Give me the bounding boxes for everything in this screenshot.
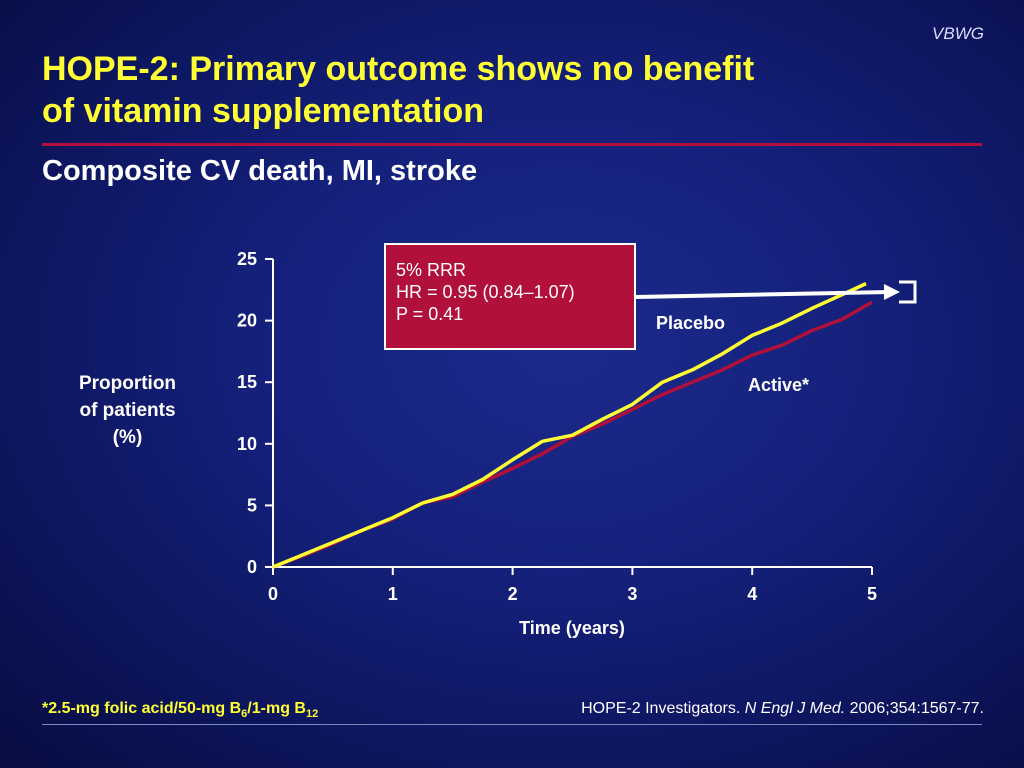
x-tick-label: 1 (388, 584, 398, 604)
x-tick-label: 0 (268, 584, 278, 604)
x-axis-label: Time (years) (519, 618, 625, 638)
footnote-part-b: /1-mg B (247, 700, 306, 717)
y-tick-label: 5 (247, 495, 257, 515)
y-tick-label: 25 (237, 249, 257, 269)
callout-arrow-line (635, 290, 891, 299)
series-line-placebo (272, 282, 867, 569)
x-tick-label: 3 (627, 584, 637, 604)
citation-details: 2006;354:1567-77. (845, 700, 984, 717)
footer-divider (42, 724, 982, 725)
callout-arrowhead (884, 284, 900, 300)
brand-label: VBWG (932, 24, 984, 43)
title-line-1: HOPE-2: Primary outcome shows no benefit (42, 50, 755, 88)
footnote: *2.5-mg folic acid/50-mg B6/1-mg B12 (42, 700, 318, 720)
citation: HOPE-2 Investigators. N Engl J Med. 2006… (581, 700, 984, 718)
citation-authors: HOPE-2 Investigators. (581, 700, 745, 717)
slide-subtitle: Composite CV death, MI, stroke (42, 155, 478, 187)
chart-annotations: Placebo Active* Time (years) (519, 280, 917, 638)
callout-bracket (899, 280, 917, 304)
rrr-text: 5% RRR (396, 260, 467, 280)
series-label-active: Active* (748, 375, 809, 395)
y-tick-label: 15 (237, 372, 257, 392)
x-tick-label: 2 (508, 584, 518, 604)
chart-lines (272, 282, 873, 569)
chart-axes: 0 5 10 15 20 25 0 1 2 3 4 5 (237, 249, 877, 604)
y-axis-label-line-2: of patients (79, 400, 176, 421)
stats-callout-box: 5% RRR HR = 0.95 (0.84–1.07) P = 0.41 (384, 243, 636, 350)
footnote-subscript-12: 12 (305, 708, 319, 721)
y-axis-label-line-3: (%) (112, 427, 143, 448)
p-value-text: P = 0.41 (396, 304, 464, 324)
footnote-subscript-6: 6 (241, 708, 248, 721)
y-axis-label-line-1: Proportion (78, 373, 177, 394)
footnote-part-a: *2.5-mg folic acid/50-mg B (42, 700, 242, 717)
y-axis-label: Proportion of patients (%) (60, 370, 195, 451)
title-line-2: of vitamin supplementation (42, 92, 485, 130)
x-tick-label: 5 (867, 584, 877, 604)
x-tick-label: 4 (747, 584, 757, 604)
y-tick-label: 0 (247, 557, 257, 577)
hr-text: HR = 0.95 (0.84–1.07) (396, 282, 575, 302)
citation-journal: N Engl J Med. (744, 700, 846, 717)
y-tick-label: 20 (237, 311, 257, 331)
title-divider (42, 143, 982, 146)
y-tick-label: 10 (237, 434, 257, 454)
slide-title: HOPE-2: Primary outcome shows no benefit… (42, 48, 942, 132)
series-label-placebo: Placebo (656, 313, 725, 333)
